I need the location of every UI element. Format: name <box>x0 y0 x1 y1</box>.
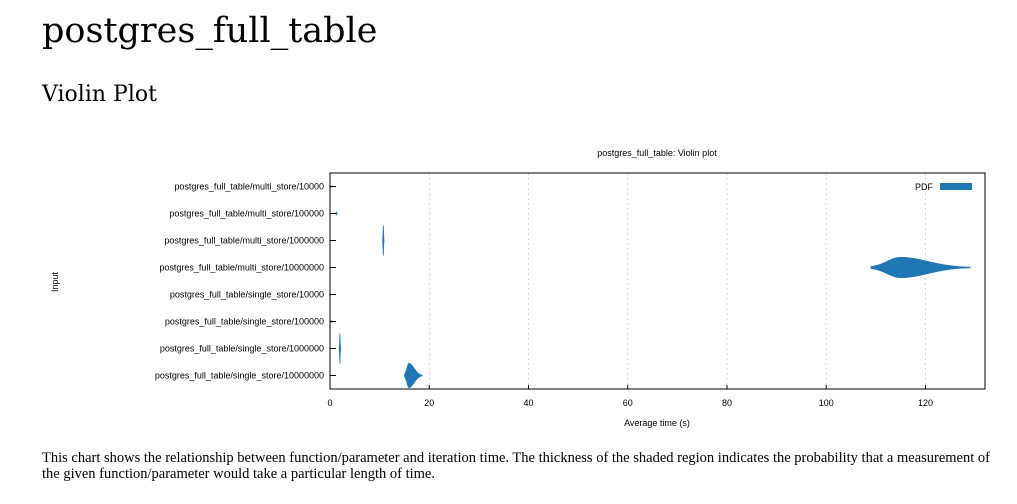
violin-shape <box>382 224 385 257</box>
legend: PDF <box>915 182 972 192</box>
legend-swatch <box>940 183 972 190</box>
y-tick-label: postgres_full_table/multi_store/100000 <box>169 209 324 219</box>
y-tick-label: postgres_full_table/single_store/1000000 <box>160 344 324 354</box>
x-tick-label: 0 <box>327 398 332 408</box>
legend-label: PDF <box>915 182 934 192</box>
chart-description: This chart shows the relationship betwee… <box>42 450 990 482</box>
x-axis-label: Average time (s) <box>624 418 690 428</box>
page-title: postgres_full_table <box>42 11 378 51</box>
violins <box>329 185 971 388</box>
y-axis: postgres_full_table/multi_store/10000pos… <box>155 182 336 381</box>
y-tick-label: postgres_full_table/multi_store/10000 <box>174 182 324 192</box>
x-tick-label: 40 <box>523 398 533 408</box>
chart-title: postgres_full_table: Violin plot <box>597 148 717 158</box>
grid-lines <box>428 173 926 389</box>
section-title: Violin Plot <box>42 82 157 107</box>
x-tick-label: 100 <box>819 398 834 408</box>
y-tick-label: postgres_full_table/single_store/100000 <box>165 317 324 327</box>
x-tick-label: 20 <box>424 398 434 408</box>
violin-shape <box>338 332 341 365</box>
violin-shape <box>335 211 338 216</box>
x-axis: 0 20 40 60 80 100 120 <box>327 385 933 408</box>
y-tick-label: postgres_full_table/single_store/1000000… <box>155 371 324 381</box>
y-tick-label: postgres_full_table/multi_store/1000000 <box>164 236 324 246</box>
y-axis-label: Input <box>50 271 60 292</box>
y-tick-label: postgres_full_table/multi_store/10000000 <box>159 263 324 273</box>
plot-frame <box>329 172 986 390</box>
violin-shape <box>870 256 971 279</box>
x-tick-label: 60 <box>623 398 633 408</box>
y-tick-label: postgres_full_table/single_store/10000 <box>170 290 324 300</box>
violin-chart: postgres_full_table: Violin plot postgre… <box>50 148 986 428</box>
x-tick-label: 120 <box>918 398 933 408</box>
x-tick-label: 80 <box>722 398 732 408</box>
violin-shape <box>404 363 423 388</box>
